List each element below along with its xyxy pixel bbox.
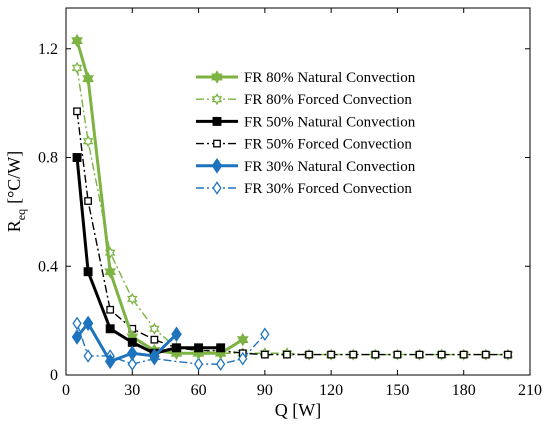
data-point bbox=[82, 135, 94, 148]
series-4 bbox=[71, 315, 182, 370]
data-point bbox=[171, 326, 182, 342]
data-point bbox=[127, 292, 138, 305]
y-axis-label-main: R bbox=[4, 220, 24, 232]
x-tick-label: 180 bbox=[452, 382, 476, 399]
data-point bbox=[349, 350, 358, 359]
y-tick-label: 0.4 bbox=[38, 258, 58, 275]
x-tick-label: 60 bbox=[191, 382, 207, 399]
data-point bbox=[327, 350, 336, 359]
data-point bbox=[260, 350, 269, 359]
data-point bbox=[82, 315, 94, 332]
y-axis-label: Req [°C/W] bbox=[4, 151, 28, 233]
x-tick-label: 120 bbox=[319, 382, 343, 399]
data-point bbox=[83, 349, 93, 363]
data-point bbox=[72, 316, 82, 331]
legend-label: FR 30% Forced Convection bbox=[244, 181, 412, 197]
data-point bbox=[212, 116, 222, 126]
legend-item: FR 50% Natural Convection bbox=[196, 114, 416, 130]
series-layer bbox=[71, 33, 514, 371]
y-axis-label-subscript: eq bbox=[14, 209, 28, 220]
data-point bbox=[236, 332, 249, 347]
data-point bbox=[305, 350, 313, 359]
data-point bbox=[194, 343, 204, 353]
data-point bbox=[106, 305, 115, 314]
data-point bbox=[104, 264, 117, 279]
legend-item: FR 30% Natural Convection bbox=[196, 158, 416, 175]
x-axis-label: Q [W] bbox=[275, 400, 321, 420]
data-point bbox=[211, 93, 223, 106]
data-point bbox=[283, 350, 291, 359]
series-3 bbox=[73, 107, 512, 359]
data-point bbox=[84, 197, 92, 205]
data-point bbox=[393, 350, 402, 359]
data-point bbox=[216, 343, 226, 353]
data-point bbox=[213, 139, 221, 148]
data-point bbox=[371, 350, 380, 359]
legend-item: FR 80% Natural Convection bbox=[196, 70, 416, 86]
data-point bbox=[150, 335, 159, 344]
data-point bbox=[211, 158, 223, 174]
data-point bbox=[73, 107, 81, 116]
legend-label: FR 50% Natural Convection bbox=[244, 114, 416, 130]
data-point bbox=[71, 61, 83, 74]
data-point bbox=[504, 350, 512, 359]
y-axis-label-unit: [°C/W] bbox=[4, 151, 24, 204]
data-point bbox=[238, 351, 248, 366]
series-2 bbox=[72, 153, 226, 358]
data-point bbox=[459, 350, 468, 359]
x-tick-label: 0 bbox=[62, 382, 70, 399]
x-tick-label: 150 bbox=[385, 382, 409, 399]
data-point bbox=[127, 337, 137, 347]
data-point bbox=[83, 267, 93, 277]
data-point bbox=[104, 353, 116, 370]
x-tick-label: 210 bbox=[518, 382, 542, 399]
x-tick-label: 30 bbox=[124, 382, 140, 399]
data-point bbox=[193, 357, 204, 371]
data-point bbox=[71, 329, 83, 345]
data-point bbox=[481, 350, 490, 359]
legend-label: FR 50% Forced Convection bbox=[244, 137, 412, 153]
data-point bbox=[211, 70, 223, 84]
data-point bbox=[149, 322, 160, 335]
data-point bbox=[216, 357, 226, 371]
data-point bbox=[72, 153, 82, 162]
data-point bbox=[212, 181, 222, 195]
y-tick-label: 0.8 bbox=[38, 150, 58, 167]
y-tick-label: 1.2 bbox=[38, 41, 58, 58]
legend-label: FR 80% Natural Convection bbox=[244, 70, 416, 86]
x-tick-label: 90 bbox=[257, 382, 273, 399]
data-point bbox=[82, 71, 94, 86]
data-point bbox=[172, 343, 181, 353]
data-point bbox=[127, 357, 137, 371]
axis-ticks: 0 30 60 90 120 150 180 210 0 0.4 0.8 1.2 bbox=[38, 8, 542, 399]
legend-item: FR 50% Forced Convection bbox=[196, 137, 412, 153]
data-point bbox=[260, 327, 270, 342]
legend: FR 80% Natural Convection FR 80% Forced C… bbox=[196, 70, 416, 197]
legend-label: FR 30% Natural Convection bbox=[244, 159, 416, 175]
data-point bbox=[149, 348, 160, 364]
data-point bbox=[437, 350, 446, 359]
data-point bbox=[71, 33, 83, 48]
y-tick-label: 0 bbox=[50, 367, 58, 384]
data-point bbox=[105, 324, 115, 334]
data-point bbox=[127, 345, 138, 362]
legend-item: FR 30% Forced Convection bbox=[196, 181, 412, 197]
data-point bbox=[415, 350, 424, 359]
legend-label: FR 80% Forced Convection bbox=[244, 92, 412, 108]
legend-item: FR 80% Forced Convection bbox=[196, 92, 412, 108]
